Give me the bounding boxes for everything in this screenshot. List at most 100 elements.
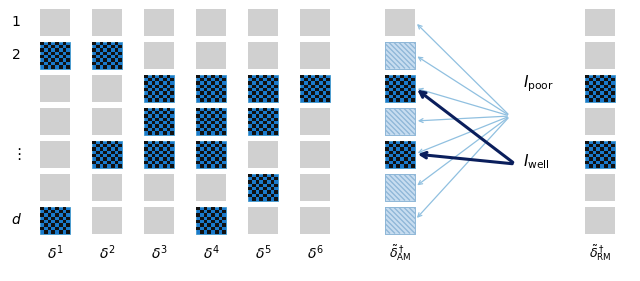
Bar xyxy=(211,108,215,111)
Bar xyxy=(248,121,252,124)
Bar xyxy=(148,111,152,114)
Bar xyxy=(412,91,415,95)
Bar xyxy=(593,140,596,144)
Bar xyxy=(152,161,156,164)
Bar xyxy=(170,91,174,95)
Bar xyxy=(263,121,267,124)
Bar xyxy=(118,144,122,147)
Bar xyxy=(59,52,63,55)
Bar xyxy=(585,161,589,164)
Bar xyxy=(170,124,174,128)
Bar xyxy=(263,81,267,85)
Bar xyxy=(200,118,204,121)
Bar xyxy=(207,111,211,114)
Bar xyxy=(159,161,163,164)
Bar xyxy=(163,111,166,114)
Bar xyxy=(215,98,218,101)
Bar xyxy=(152,88,156,91)
Bar xyxy=(222,85,226,88)
Bar xyxy=(385,173,415,201)
Bar xyxy=(148,124,152,128)
Bar xyxy=(207,91,211,95)
Bar xyxy=(271,173,275,177)
Bar xyxy=(585,95,589,98)
Bar xyxy=(40,48,44,52)
Bar xyxy=(267,98,271,101)
Bar xyxy=(170,151,174,154)
Bar xyxy=(388,91,392,95)
Bar xyxy=(200,91,204,95)
Bar xyxy=(604,98,607,101)
Bar xyxy=(585,108,615,135)
Bar xyxy=(163,118,166,121)
Bar xyxy=(396,157,400,161)
Text: $\delta^3$: $\delta^3$ xyxy=(150,244,168,262)
Bar xyxy=(63,62,67,65)
Bar xyxy=(267,111,271,114)
Bar xyxy=(404,78,408,81)
Bar xyxy=(144,8,174,35)
Bar xyxy=(200,157,204,161)
Bar xyxy=(148,85,152,88)
Bar xyxy=(412,164,415,167)
Bar xyxy=(99,140,103,144)
Bar xyxy=(323,88,326,91)
Bar xyxy=(200,98,204,101)
Bar xyxy=(255,128,259,131)
Bar xyxy=(96,164,99,167)
Bar xyxy=(196,121,200,124)
Bar xyxy=(47,48,51,52)
Bar xyxy=(408,140,412,144)
Bar xyxy=(596,85,600,88)
Bar xyxy=(96,52,99,55)
Bar xyxy=(604,164,607,167)
Bar xyxy=(163,78,166,81)
Bar xyxy=(40,227,44,230)
Bar xyxy=(388,144,392,147)
Bar xyxy=(248,173,278,201)
Bar xyxy=(59,210,63,213)
Bar xyxy=(589,78,593,81)
Bar xyxy=(152,114,156,118)
Bar xyxy=(275,177,278,180)
Bar xyxy=(111,144,115,147)
Bar xyxy=(255,95,259,98)
Bar xyxy=(107,140,111,144)
Bar xyxy=(222,144,226,147)
Bar xyxy=(252,131,255,135)
Bar xyxy=(204,88,207,91)
Bar xyxy=(148,91,152,95)
Bar xyxy=(144,74,148,78)
Bar xyxy=(118,157,122,161)
Bar xyxy=(593,74,596,78)
Bar xyxy=(211,88,215,91)
Bar xyxy=(144,161,148,164)
Bar xyxy=(304,78,307,81)
Bar xyxy=(215,217,218,220)
Bar xyxy=(163,157,166,161)
Bar xyxy=(604,85,607,88)
Bar xyxy=(275,131,278,135)
Bar xyxy=(218,147,222,151)
Bar xyxy=(607,88,611,91)
Bar xyxy=(263,108,267,111)
Bar xyxy=(166,108,170,111)
Bar xyxy=(40,220,44,223)
Bar xyxy=(611,98,615,101)
Bar xyxy=(275,91,278,95)
Bar xyxy=(144,108,148,111)
Bar xyxy=(385,207,415,234)
Bar xyxy=(200,151,204,154)
Bar xyxy=(385,108,415,135)
Bar xyxy=(404,164,408,167)
Bar xyxy=(163,124,166,128)
Bar xyxy=(319,91,323,95)
Bar xyxy=(218,88,222,91)
Bar xyxy=(218,207,222,210)
Bar xyxy=(275,183,278,187)
Bar xyxy=(215,124,218,128)
Bar xyxy=(170,164,174,167)
Bar xyxy=(200,124,204,128)
Bar xyxy=(207,78,211,81)
Bar xyxy=(107,147,111,151)
